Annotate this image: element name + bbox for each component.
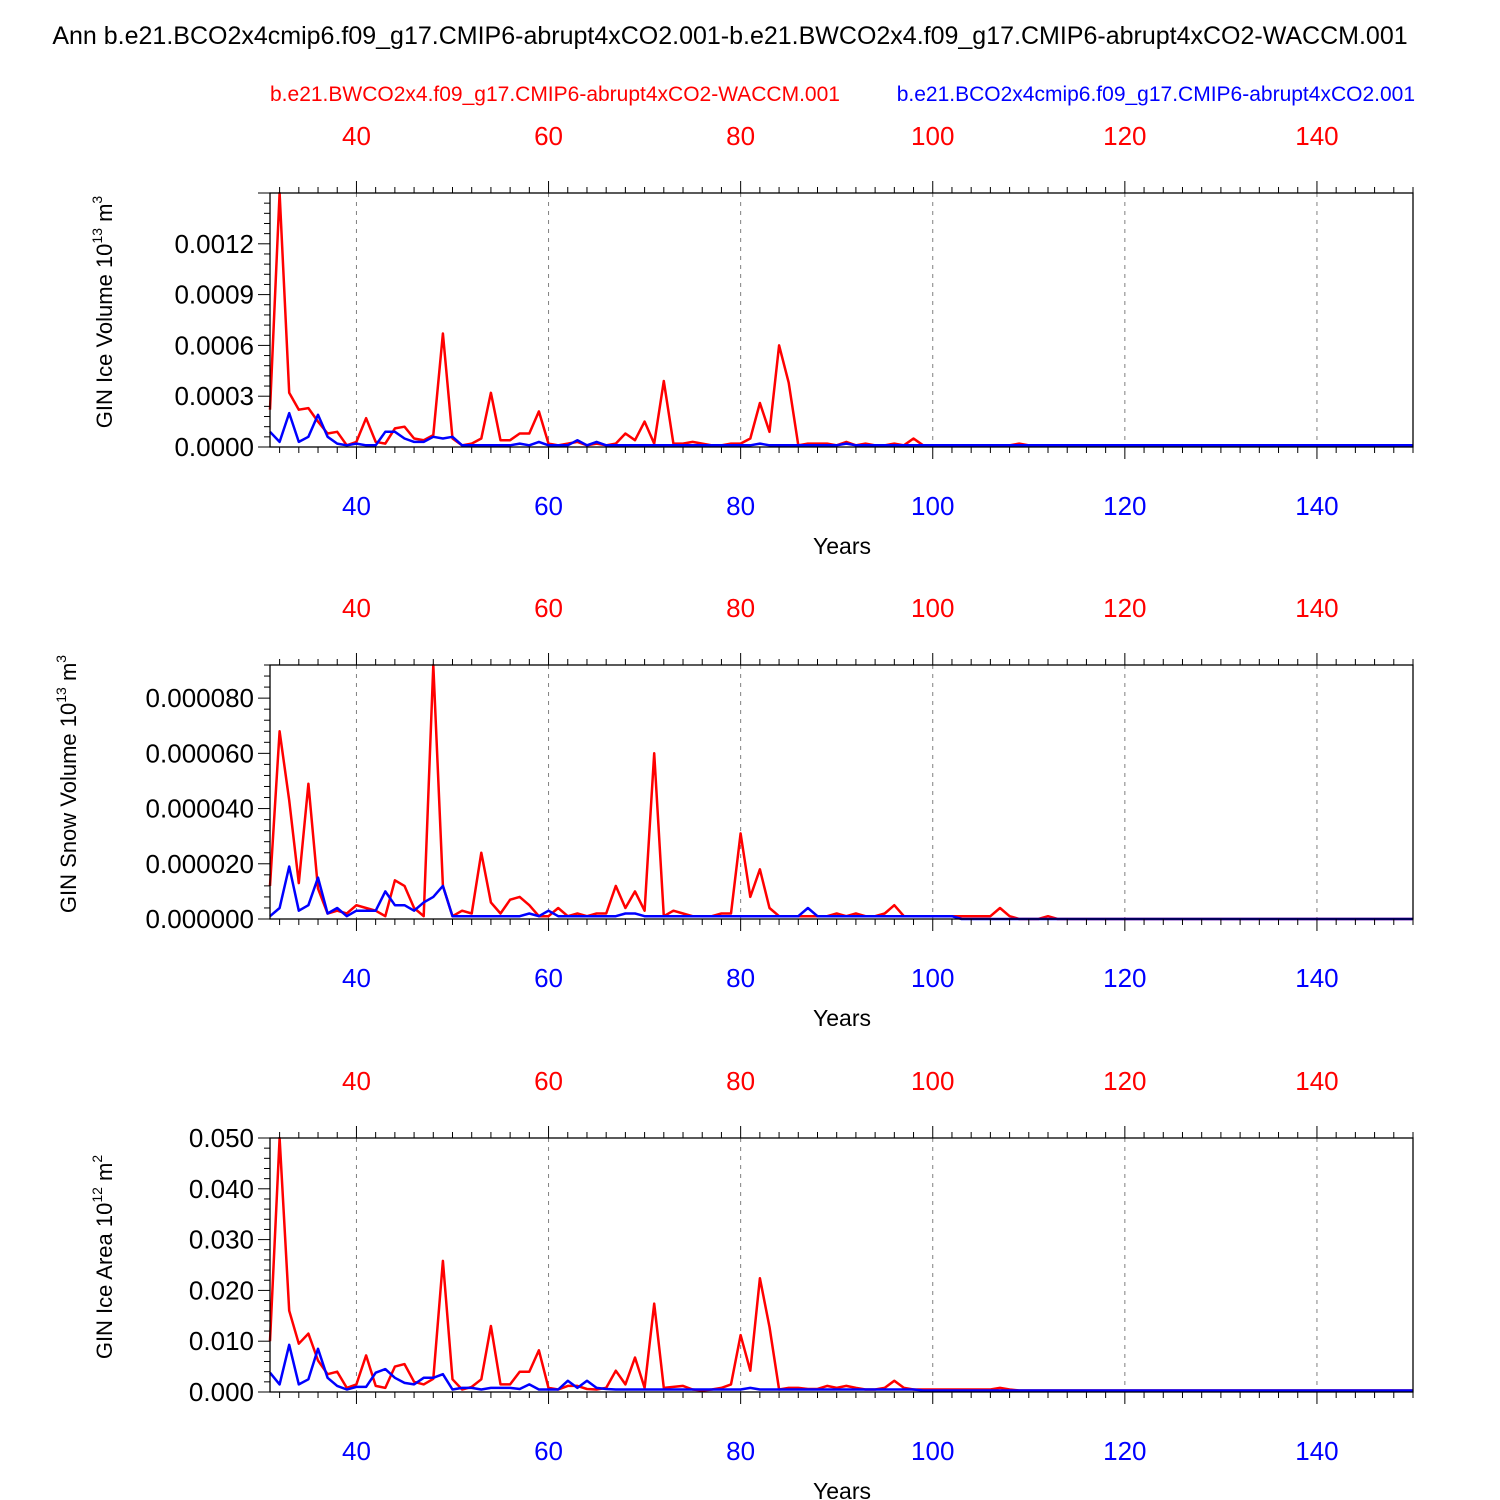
panel-ice-area: 0.000 0.010 0.020 0.030 0.040 0.050 40 40 60 60 80…: [89, 1066, 1414, 1500]
y-axis-title-superscript: 3: [89, 196, 105, 204]
y-tick-label: 0.000: [189, 1377, 254, 1407]
panels: 0.00000.00030.00060.00090.00124040606080…: [53, 121, 1414, 1500]
x-tick-label-top: 40: [342, 593, 371, 623]
x-tick-label-bottom: 80: [726, 1436, 755, 1466]
y-tick-label: 0.000020: [146, 849, 254, 879]
y-axis-title-superscript: 2: [89, 1155, 105, 1163]
x-tick-label-top: 40: [342, 1066, 371, 1096]
plot-frame: [269, 192, 1414, 448]
x-tick-label-top: 80: [726, 593, 755, 623]
y-tick-label: 0.040: [189, 1174, 254, 1204]
series-line-blue: [269, 411, 1413, 447]
x-tick-label-bottom: 100: [911, 491, 954, 521]
x-axis-title: Years: [813, 1478, 871, 1500]
x-tick-label-top: 100: [911, 121, 954, 151]
x-tick-label-bottom: 40: [342, 1436, 371, 1466]
x-tick-label-top: 120: [1103, 121, 1146, 151]
x-tick-label-top: 60: [534, 593, 563, 623]
y-axis-title-part: m: [92, 1163, 117, 1187]
y-axis-title-superscript: 12: [89, 1187, 105, 1203]
x-axis-title: Years: [813, 1005, 871, 1031]
x-tick-label-top: 140: [1295, 121, 1338, 151]
x-tick-label-bottom: 80: [726, 491, 755, 521]
x-tick-label-bottom: 100: [911, 963, 954, 993]
x-tick-label-top: 100: [911, 1066, 954, 1096]
y-tick-label: 0.020: [189, 1275, 254, 1305]
x-tick-label-bottom: 100: [911, 1436, 954, 1466]
x-tick-label-bottom: 140: [1295, 1436, 1338, 1466]
x-tick-label-bottom: 140: [1295, 491, 1338, 521]
x-tick-label-top: 100: [911, 593, 954, 623]
x-tick-label-top: 140: [1295, 1066, 1338, 1096]
y-axis-title: GIN Snow Volume 1013 m3: [53, 655, 81, 913]
x-tick-label-bottom: 40: [342, 491, 371, 521]
series-line-blue: [269, 1343, 1413, 1392]
x-tick-label-bottom: 60: [534, 1436, 563, 1466]
x-tick-label-bottom: 80: [726, 963, 755, 993]
y-tick-label: 0.0006: [174, 330, 254, 360]
x-tick-label-top: 80: [726, 121, 755, 151]
y-axis-title-part: GIN Ice Area 10: [92, 1203, 117, 1360]
y-tick-label: 0.000080: [146, 683, 254, 713]
x-tick-label-bottom: 120: [1103, 1436, 1146, 1466]
x-tick-label-top: 40: [342, 121, 371, 151]
x-tick-label-bottom: 140: [1295, 963, 1338, 993]
x-tick-label-bottom: 120: [1103, 963, 1146, 993]
x-tick-label-top: 60: [534, 121, 563, 151]
x-tick-label-bottom: 40: [342, 963, 371, 993]
y-tick-label: 0.0009: [174, 280, 254, 310]
plot-frame: [269, 1137, 1414, 1393]
y-axis-title-part: GIN Snow Volume 10: [56, 703, 81, 913]
plot-frame: [269, 664, 1414, 920]
x-tick-label-bottom: 120: [1103, 491, 1146, 521]
x-tick-label-top: 60: [534, 1066, 563, 1096]
y-axis-title-part: m: [92, 204, 117, 228]
main-title: Ann b.e21.BCO2x4cmip6.f09_g17.CMIP6-abru…: [52, 22, 1407, 50]
x-tick-label-top: 120: [1103, 1066, 1146, 1096]
panel-snow-volume: 0.000000 0.000020 0.000040 0.000060 0.000080…: [53, 593, 1414, 1031]
y-axis-title-superscript: 13: [89, 228, 105, 244]
y-axis-title-part: GIN Ice Volume 10: [92, 244, 117, 429]
y-tick-label: 0.010: [189, 1326, 254, 1356]
legend-blue-label: b.e21.BCO2x4cmip6.f09_g17.CMIP6-abrupt4x…: [897, 83, 1415, 106]
y-tick-label: 0.000000: [146, 904, 254, 934]
x-tick-label-bottom: 60: [534, 491, 563, 521]
y-tick-label: 0.0000: [174, 432, 254, 462]
y-axis-title: GIN Ice Volume 1013 m3: [89, 196, 117, 429]
y-tick-label: 0.0012: [174, 229, 254, 259]
y-axis-title: GIN Ice Area 1012 m2: [89, 1155, 117, 1360]
x-axis-title: Years: [813, 533, 871, 559]
x-tick-label-top: 120: [1103, 593, 1146, 623]
y-tick-label: 0.000040: [146, 794, 254, 824]
legend-red-label: b.e21.BWCO2x4.f09_g17.CMIP6-abrupt4xCO2-…: [270, 83, 840, 106]
y-axis-title-superscript: 3: [53, 655, 69, 663]
x-tick-label-bottom: 60: [534, 963, 563, 993]
y-tick-label: 0.050: [189, 1123, 254, 1153]
panel-ice-volume: 0.0000 0.0003 0.0006 0.0009 0.0012 40 40 60 60 80…: [89, 121, 1414, 559]
y-tick-label: 0.0003: [174, 381, 254, 411]
y-axis-title-superscript: 13: [53, 687, 69, 703]
y-tick-label: 0.000060: [146, 738, 254, 768]
x-tick-label-top: 140: [1295, 593, 1338, 623]
y-axis-title-part: m: [56, 663, 81, 687]
y-tick-label: 0.030: [189, 1225, 254, 1255]
x-tick-label-top: 80: [726, 1066, 755, 1096]
